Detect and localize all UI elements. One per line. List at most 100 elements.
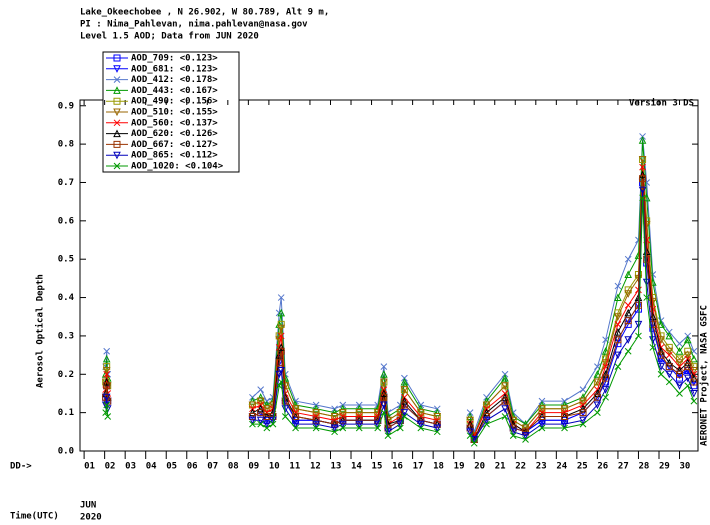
data-point: [312, 404, 320, 413]
data-point: [466, 432, 474, 440]
data-point: [683, 358, 692, 367]
data-point: [400, 377, 409, 386]
data-point: [579, 409, 587, 417]
data-point: [380, 370, 388, 378]
data-point: [380, 389, 388, 397]
data-point: [560, 420, 569, 429]
data-point: [277, 324, 286, 333]
data-point: [501, 397, 509, 405]
x-tick-label: 09: [248, 462, 259, 472]
y-tick-label: 0.0: [58, 447, 74, 457]
data-point: [614, 321, 622, 328]
series-line: [105, 190, 695, 441]
data-point: [433, 424, 442, 433]
data-point: [624, 308, 633, 317]
data-point: [482, 397, 491, 405]
data-point: [277, 378, 285, 386]
data-point: [676, 370, 684, 378]
data-point: [521, 424, 530, 433]
legend-label: AOD_412: <0.178>: [131, 75, 218, 85]
data-point: [380, 401, 388, 410]
y-tick-label: 0.5: [58, 255, 74, 265]
data-point: [275, 382, 283, 390]
legend-label: AOD_510: <0.155>: [131, 108, 218, 118]
data-point: [638, 155, 647, 164]
data-point: [690, 354, 698, 363]
data-point: [277, 366, 286, 375]
data-point: [665, 370, 674, 379]
x-tick-label: 17: [413, 462, 424, 472]
x-tick-label: 16: [392, 462, 403, 472]
data-point: [269, 420, 277, 428]
x-axis-label: Time(UTC): [10, 511, 59, 522]
data-point: [355, 424, 363, 432]
version-label: Version 3 DS: [629, 98, 694, 109]
data-point: [330, 412, 339, 421]
data-point: [482, 416, 491, 425]
data-point: [593, 370, 602, 378]
data-point: [561, 412, 569, 420]
data-point: [249, 420, 256, 428]
data-point: [257, 420, 265, 428]
series-line: [105, 136, 695, 434]
x-tick-label: 06: [187, 462, 198, 472]
x-tick-label: 03: [125, 462, 136, 472]
data-point: [643, 294, 651, 301]
x-tick-label: 30: [680, 462, 691, 472]
legend-marker: [113, 86, 121, 94]
data-point: [676, 390, 683, 397]
x-tick-label: 19: [454, 462, 465, 472]
data-point: [560, 416, 569, 425]
legend-marker: [113, 108, 121, 117]
legend-label: AOD_865: <0.112>: [131, 151, 218, 161]
data-point: [614, 282, 622, 290]
data-point: [277, 332, 285, 340]
data-point: [675, 359, 684, 367]
x-tick-label: 18: [433, 462, 444, 472]
legend-marker: [113, 76, 121, 83]
data-point: [400, 397, 409, 405]
data-point: [538, 420, 546, 429]
data-point: [263, 420, 271, 429]
legend-marker: [113, 162, 121, 170]
data-point: [665, 351, 673, 359]
legend-marker: [113, 97, 121, 105]
data-point: [417, 420, 425, 429]
x-tick-label: 13: [330, 462, 341, 472]
data-point: [684, 363, 692, 371]
series-line: [105, 167, 695, 438]
data-point: [643, 255, 651, 263]
data-point: [649, 336, 657, 344]
y-tick-label: 0.6: [58, 216, 74, 226]
data-point: [104, 413, 112, 420]
data-point: [560, 400, 569, 409]
data-point: [281, 405, 290, 413]
data-point: [657, 320, 665, 328]
data-point: [401, 413, 408, 420]
data-point: [400, 386, 409, 394]
x-tick-label: 10: [269, 462, 280, 472]
data-point: [593, 378, 602, 387]
data-point: [248, 401, 257, 410]
y-tick-label: 0.3: [58, 331, 74, 341]
data-point: [466, 428, 474, 436]
data-point: [263, 405, 271, 413]
data-point: [248, 397, 257, 405]
x-tick-label: 20: [474, 462, 485, 472]
data-point: [103, 347, 111, 355]
data-point: [501, 373, 509, 382]
data-point: [684, 382, 692, 390]
data-point: [579, 386, 587, 393]
data-point: [102, 393, 111, 402]
month-label: JUN: [80, 501, 96, 511]
data-point: [355, 420, 364, 429]
data-point: [538, 400, 546, 409]
data-point: [263, 424, 271, 432]
data-point: [638, 170, 647, 179]
data-point: [275, 370, 283, 379]
data-point: [675, 366, 684, 374]
x-tick-label: 11: [289, 462, 300, 472]
data-point: [312, 424, 320, 432]
legend-label: AOD_667: <0.127>: [131, 140, 218, 150]
data-point: [675, 347, 684, 355]
